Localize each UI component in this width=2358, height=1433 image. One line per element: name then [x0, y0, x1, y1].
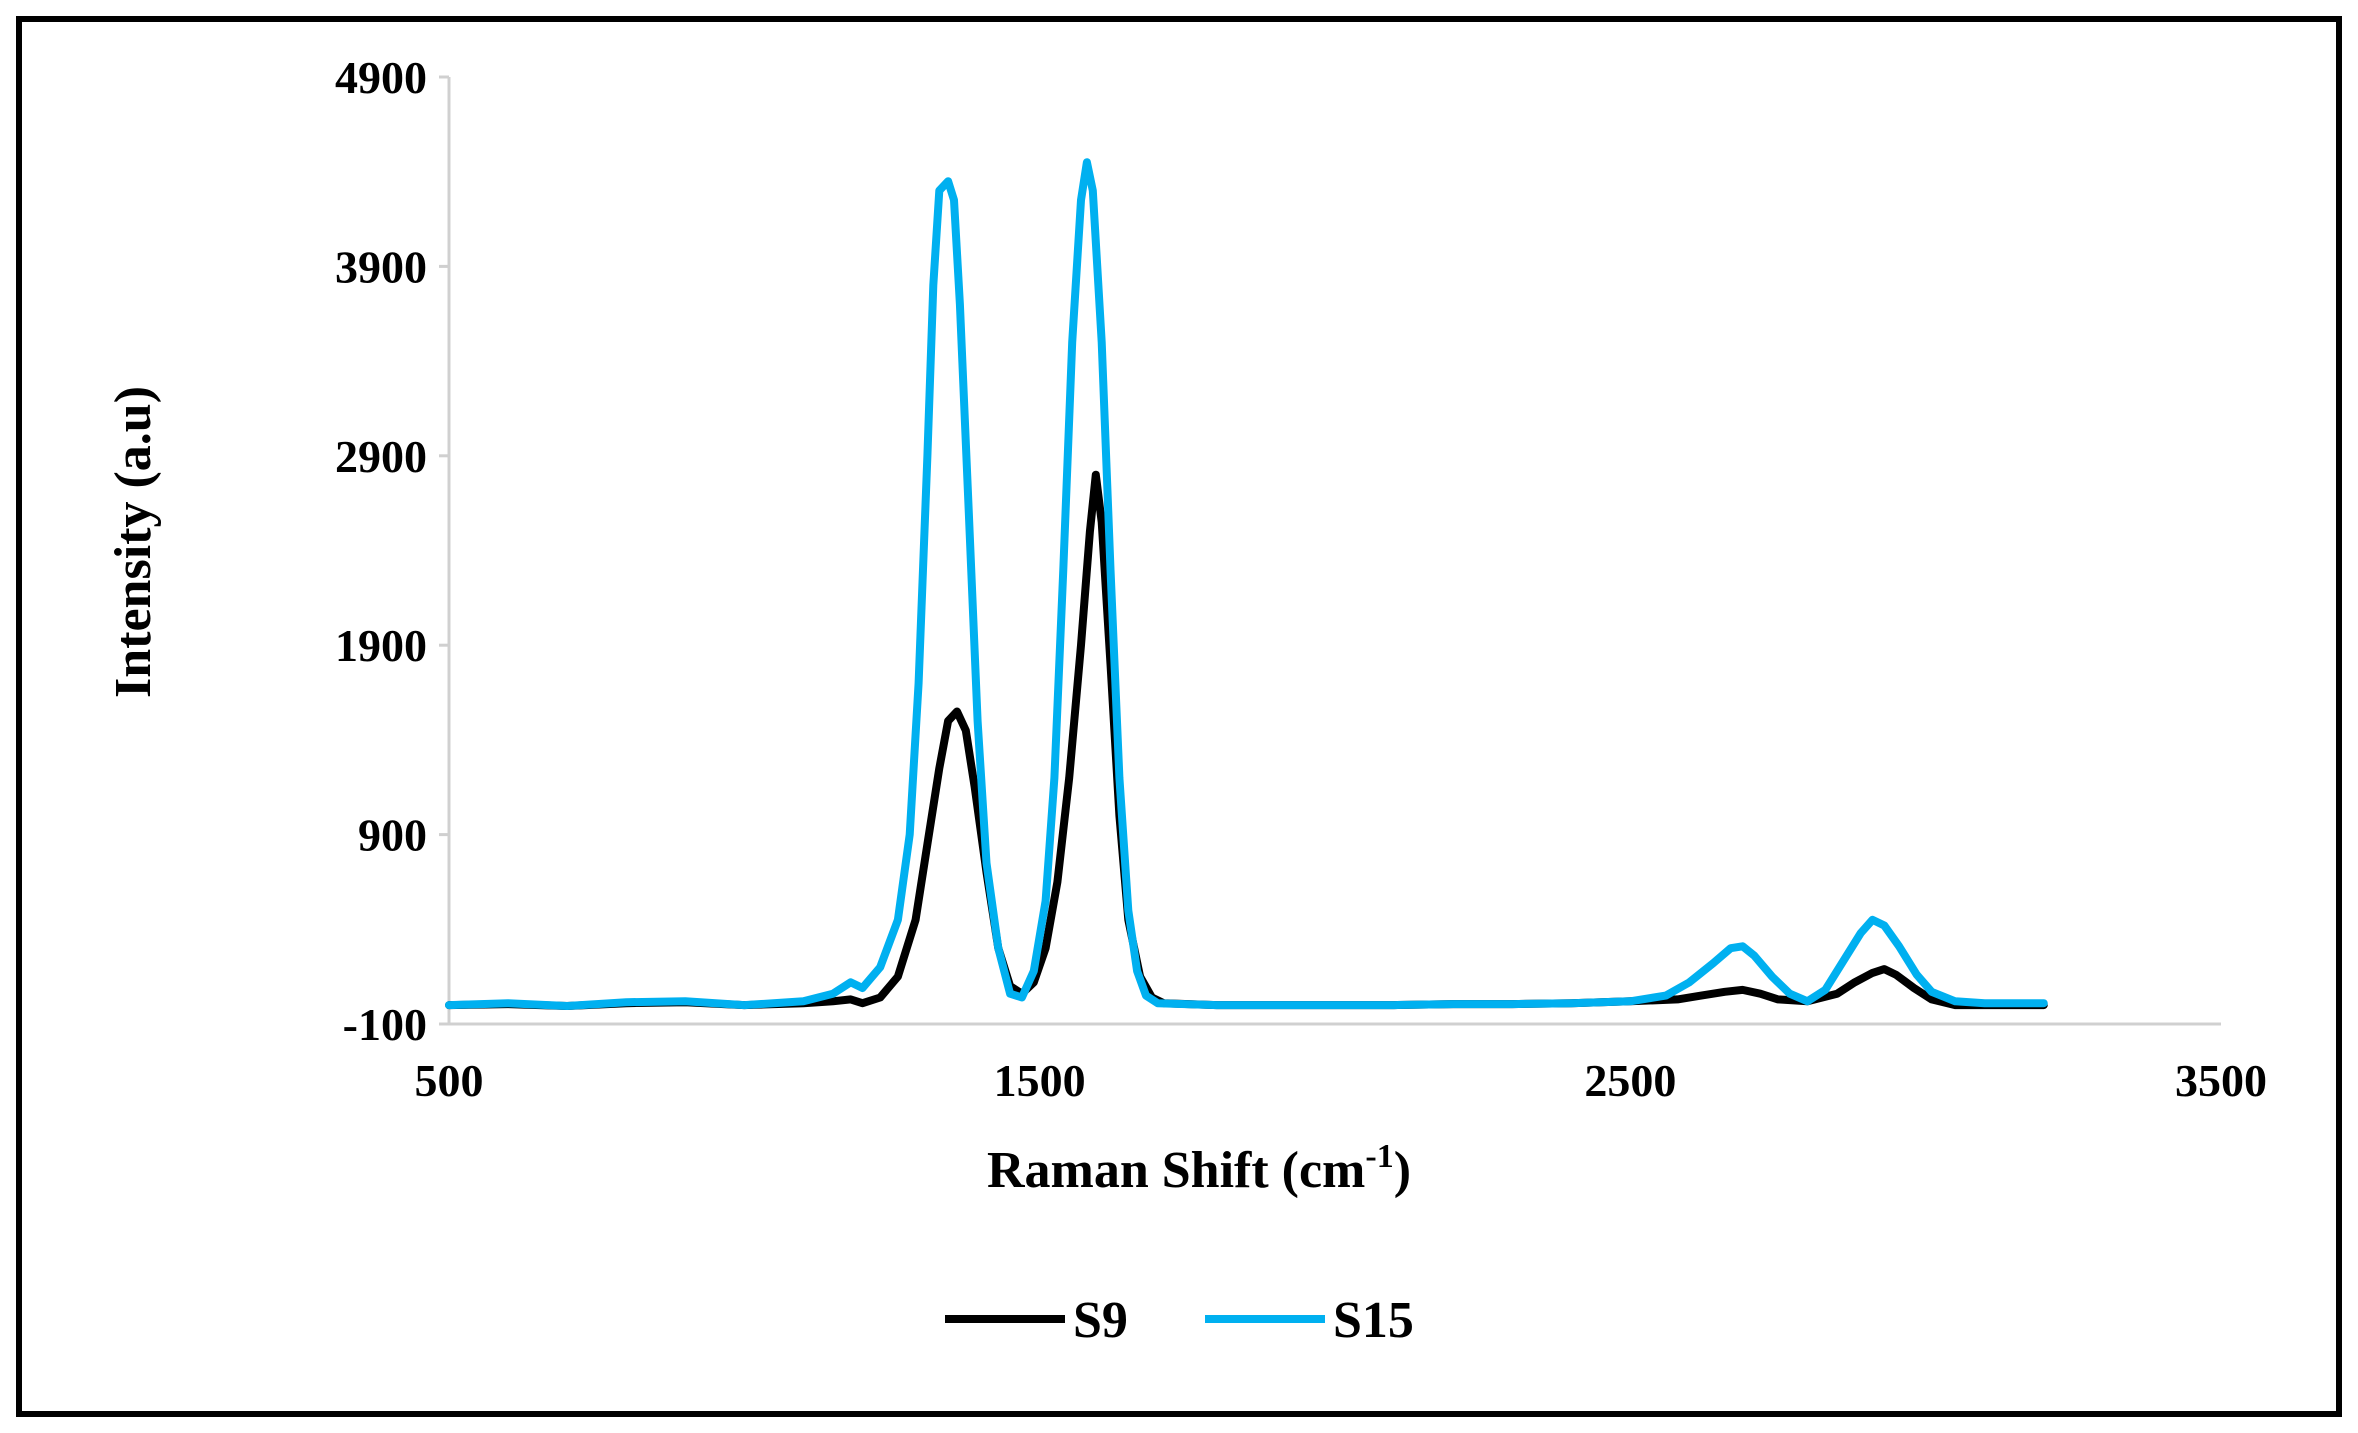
x-tick-label: 2500: [1584, 1055, 1676, 1106]
legend-label-s15: S15: [1333, 1292, 1414, 1349]
legend: S9 S15: [945, 1292, 1414, 1349]
tick-labels: -100 900 1900 2900 3900 4900 500 1500 2500 3500: [335, 52, 2267, 1106]
legend-label-s9: S9: [1073, 1292, 1128, 1349]
x-axis-title-end: ): [1394, 1142, 1411, 1199]
series-line-s15: [445, 158, 2048, 1010]
x-tick-label: 1500: [994, 1055, 1086, 1106]
y-tick-label: 2900: [335, 431, 427, 482]
chart-frame: -100 900 1900 2900 3900 4900 500 1500 2500 3500 I…: [16, 16, 2342, 1417]
y-tick-label: 900: [358, 810, 427, 861]
y-tick-label: -100: [343, 999, 427, 1050]
y-axis-title: Intensity (a.u): [105, 386, 162, 698]
series-layer: [445, 158, 2048, 1010]
x-axis-title-text: Raman Shift (cm: [987, 1142, 1365, 1199]
raman-spectrum-chart: -100 900 1900 2900 3900 4900 500 1500 2500 3500 I…: [105, 52, 2267, 1349]
x-tick-label: 3500: [2175, 1055, 2267, 1106]
y-tick-label: 3900: [335, 241, 427, 292]
axes: [439, 75, 2221, 1026]
y-tick-label: 4900: [335, 52, 427, 103]
y-tick-label: 1900: [335, 620, 427, 671]
x-tick-label: 500: [415, 1055, 484, 1106]
x-axis-title-sup: -1: [1365, 1138, 1393, 1175]
series-line-s9: [445, 470, 2048, 1010]
x-axis-title: Raman Shift (cm-1): [987, 1138, 1411, 1199]
